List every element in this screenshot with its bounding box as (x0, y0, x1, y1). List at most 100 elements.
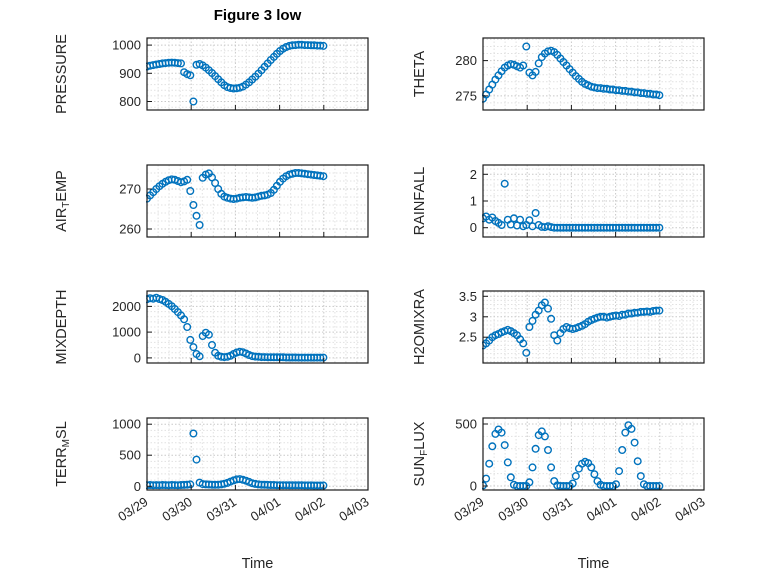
subplot-h2omixra: 2.5 3 3.5 H2OMIXRA (412, 289, 705, 365)
y-tick-label: 260 (119, 222, 141, 237)
scatter-points-sunflux (482, 421, 664, 491)
scatter-points-terrmsl (146, 429, 328, 490)
y-tick-label: 1000 (112, 38, 141, 53)
subplot-theta: 275 280 THETA (412, 37, 705, 111)
data-point (189, 343, 198, 352)
data-point (211, 178, 220, 187)
data-point (500, 441, 509, 450)
data-point (500, 179, 509, 188)
subplot-pressure: 800 900 1000 PRESSURE (54, 34, 369, 114)
x-tick-label: 03/29 (115, 494, 150, 524)
data-point (615, 467, 624, 476)
subplot-sunflux: 0 500 03/29 03/30 03/31 04/01 04/02 04/03 SUNFLU… (412, 417, 708, 525)
y-tick-label: 500 (119, 448, 141, 463)
subplot-airtemp: 260 270 AIRTEMP (54, 164, 369, 238)
data-point (189, 97, 198, 106)
y-tick-label: 1 (470, 194, 477, 209)
data-point (176, 59, 185, 68)
data-point (636, 472, 645, 481)
data-point (630, 438, 639, 447)
data-point (180, 315, 189, 324)
data-point (633, 457, 642, 466)
data-point (519, 339, 528, 348)
y-tick-label: 3 (470, 309, 477, 324)
data-point (488, 442, 497, 451)
subplot-terrmsl: 0 500 1000 03/29 03/30 03/31 04/01 04/02 04/03 TE… (54, 417, 372, 525)
data-point (316, 41, 325, 50)
data-point (204, 330, 213, 339)
data-point (652, 90, 661, 99)
data-point (528, 463, 537, 472)
data-point (316, 171, 325, 180)
data-point (534, 59, 543, 68)
data-point (525, 323, 534, 332)
y-tick-label: 0 (134, 350, 141, 365)
figure-title: Figure 3 low (213, 7, 302, 24)
data-point (186, 480, 195, 489)
y-tick-label: 2 (470, 167, 477, 182)
data-point (192, 211, 201, 220)
data-point (540, 298, 549, 307)
data-point (655, 306, 664, 315)
data-point (186, 71, 195, 80)
data-point (186, 186, 195, 195)
x-tick-label: 04/03 (336, 494, 371, 524)
data-point (522, 348, 531, 357)
x-tick-label: 03/31 (540, 494, 575, 524)
data-point (497, 428, 506, 437)
y-axis-label-airtemp: AIRTEMP (54, 170, 72, 232)
data-point (590, 470, 599, 479)
y-tick-label: 800 (119, 94, 141, 109)
data-point (519, 482, 528, 491)
axes-box (146, 290, 369, 364)
scatter-points-rainfall (482, 179, 664, 232)
y-tick-label: 900 (119, 66, 141, 81)
axes-box (482, 417, 705, 491)
y-tick-label: 0 (470, 479, 477, 494)
data-point (618, 446, 627, 455)
y-tick-label: 275 (455, 88, 477, 103)
y-tick-label: 2000 (112, 299, 141, 314)
data-point (655, 223, 664, 232)
y-axis-label-sunflux: SUNFLUX (412, 421, 430, 486)
data-point (189, 429, 198, 438)
x-axis-label-right-column: Time (577, 556, 610, 572)
data-point (531, 208, 540, 217)
data-point (519, 61, 528, 70)
data-point (522, 42, 531, 51)
data-point (195, 352, 204, 361)
data-point (652, 223, 661, 232)
data-point (319, 41, 328, 50)
data-point (547, 314, 556, 323)
data-point (531, 67, 540, 76)
subplot-rainfall: 0 1 2 RAINFALL (412, 164, 705, 238)
data-point (544, 446, 553, 455)
subplot-mixdepth: 0 1000 2000 MIXDEPTH (54, 290, 369, 365)
y-tick-label: 270 (119, 182, 141, 197)
data-point (571, 472, 580, 481)
data-point (540, 432, 549, 441)
data-point (192, 455, 201, 464)
data-point (195, 220, 204, 229)
data-point (544, 304, 553, 313)
x-tick-label: 04/03 (672, 494, 707, 524)
data-point (183, 323, 192, 332)
data-point (516, 215, 525, 224)
data-point (568, 479, 577, 488)
y-tick-label: 1000 (112, 417, 141, 432)
data-point (316, 353, 325, 362)
data-point (525, 478, 534, 487)
data-point (506, 473, 515, 482)
x-tick-label: 04/01 (248, 494, 283, 524)
data-point (173, 59, 182, 68)
y-axis-label-pressure: PRESSURE (54, 34, 70, 114)
data-point (547, 463, 556, 472)
x-tick-label: 03/30 (495, 494, 530, 524)
data-point (621, 428, 630, 437)
data-point (183, 480, 192, 489)
y-axis-label-rainfall: RAINFALL (412, 167, 428, 236)
axes-box (146, 37, 369, 111)
y-tick-label: 0 (134, 479, 141, 494)
